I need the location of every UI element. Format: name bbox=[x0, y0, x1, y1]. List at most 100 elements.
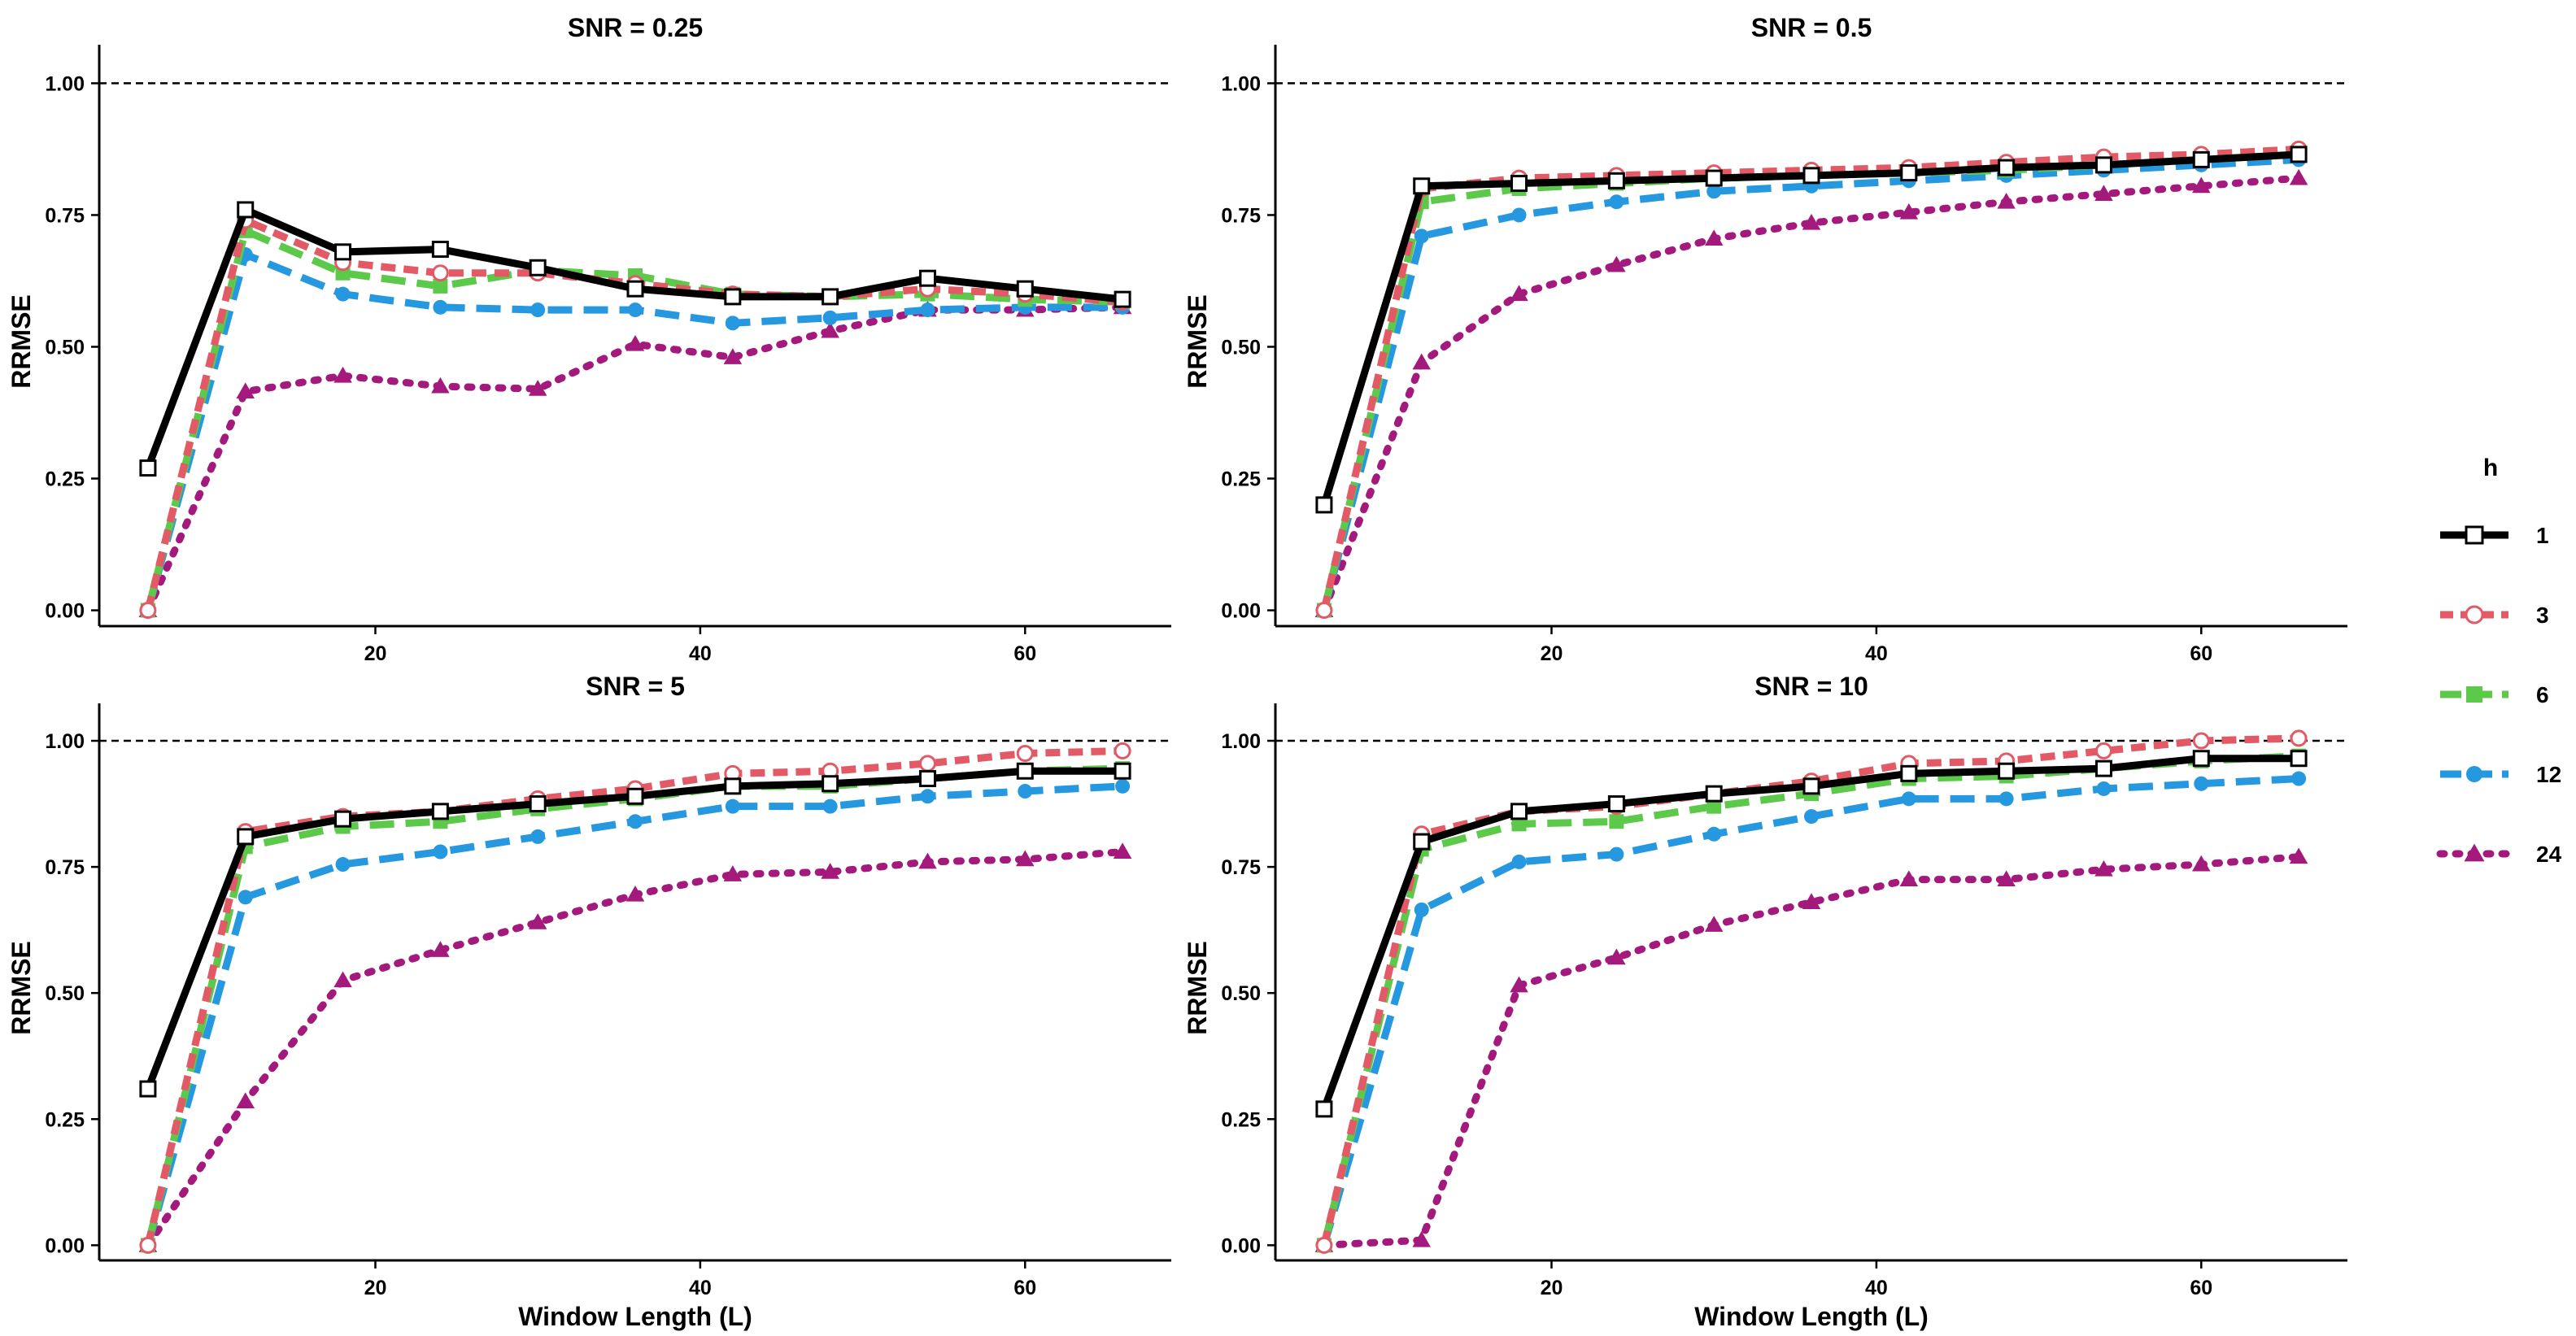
series-h-1 bbox=[1315, 750, 2308, 1118]
data-point bbox=[628, 814, 643, 829]
data-point bbox=[918, 852, 937, 869]
data-point bbox=[2291, 771, 2307, 786]
series-line-h-24 bbox=[1320, 853, 2303, 1249]
y-tick-label: 0.00 bbox=[45, 600, 85, 623]
data-point bbox=[2094, 859, 2113, 877]
y-tick-label: 0.00 bbox=[1221, 1234, 1261, 1257]
series-h-12 bbox=[140, 778, 1131, 1253]
data-point bbox=[1899, 202, 1919, 220]
data-point bbox=[2094, 759, 2112, 777]
data-point bbox=[822, 799, 838, 814]
series-line-h-12 bbox=[144, 782, 1123, 1247]
series-h-12 bbox=[1316, 771, 2307, 1253]
x-tick-label: 20 bbox=[364, 1277, 387, 1299]
y-tick-label: 0.50 bbox=[45, 336, 85, 359]
legend-item-h-6: 6 bbox=[2440, 682, 2549, 707]
data-point bbox=[1609, 194, 1624, 210]
legend-label: 1 bbox=[2536, 523, 2549, 548]
series-h-1 bbox=[139, 201, 1131, 477]
y-tick-label: 0.50 bbox=[1221, 982, 1261, 1005]
data-point bbox=[1802, 893, 1821, 909]
legend-key-marker bbox=[2464, 843, 2485, 862]
data-point bbox=[920, 789, 935, 804]
data-point bbox=[1706, 826, 1722, 842]
data-point bbox=[333, 366, 352, 383]
x-tick-label: 60 bbox=[2190, 642, 2212, 665]
data-point bbox=[1113, 842, 1132, 859]
data-point bbox=[1414, 902, 1429, 917]
data-point bbox=[1114, 762, 1131, 780]
y-tick-label: 0.25 bbox=[1221, 468, 1261, 491]
panel-title: SNR = 5 bbox=[586, 672, 685, 701]
legend-item-h-3: 3 bbox=[2440, 603, 2549, 628]
y-tick-label: 1.00 bbox=[1221, 730, 1261, 753]
data-point bbox=[822, 310, 838, 325]
data-point bbox=[528, 380, 547, 396]
data-point bbox=[918, 770, 936, 788]
legend-key-marker bbox=[2465, 605, 2484, 624]
data-point bbox=[1315, 496, 1333, 514]
legend-item-h-12: 12 bbox=[2440, 762, 2561, 787]
data-point bbox=[725, 316, 740, 331]
series-h-1 bbox=[139, 762, 1131, 1098]
data-point bbox=[918, 755, 936, 772]
data-point bbox=[2192, 732, 2210, 750]
data-point bbox=[725, 799, 740, 814]
x-tick-label: 20 bbox=[1541, 1277, 1563, 1299]
series-h-24 bbox=[1314, 847, 2308, 1252]
data-point bbox=[2096, 781, 2112, 796]
data-point bbox=[1804, 809, 1819, 825]
data-point bbox=[821, 321, 839, 338]
data-point bbox=[1510, 285, 1528, 302]
y-tick-label: 1.00 bbox=[45, 730, 85, 753]
data-point bbox=[2289, 847, 2308, 864]
data-point bbox=[1414, 228, 1429, 244]
data-point bbox=[431, 376, 450, 394]
data-point bbox=[821, 863, 839, 879]
data-point bbox=[918, 269, 936, 287]
data-point bbox=[335, 286, 351, 302]
data-point bbox=[1511, 816, 1527, 832]
data-point bbox=[530, 829, 546, 844]
x-axis-title: Window Length (L) bbox=[518, 1302, 752, 1331]
data-point bbox=[1900, 164, 1918, 182]
data-point bbox=[529, 795, 547, 813]
legend-title: h bbox=[2483, 455, 2498, 481]
data-point bbox=[1802, 167, 1820, 185]
data-point bbox=[626, 280, 644, 298]
data-point bbox=[1900, 764, 1918, 782]
data-point bbox=[1510, 175, 1528, 193]
data-point bbox=[2290, 729, 2308, 747]
data-point bbox=[433, 844, 448, 859]
x-tick-label: 60 bbox=[2190, 1277, 2212, 1299]
data-point bbox=[238, 890, 253, 905]
data-point bbox=[139, 459, 157, 477]
legend-key-marker bbox=[2466, 766, 2482, 782]
series-h-6 bbox=[140, 761, 1131, 1253]
data-point bbox=[1998, 159, 2016, 176]
data-point bbox=[431, 241, 449, 259]
data-point bbox=[1115, 778, 1131, 794]
data-point bbox=[2192, 855, 2211, 872]
series-h-1 bbox=[1315, 146, 2308, 514]
x-tick-label: 40 bbox=[1865, 1277, 1888, 1299]
x-tick-label: 20 bbox=[364, 642, 387, 665]
y-tick-label: 0.25 bbox=[45, 468, 85, 491]
chart-panel-4: SNR = 10 0.00 0.25 0.50 0.75 1.00 20 40 60 RRMSE W… bbox=[1183, 672, 2347, 1331]
y-tick-label: 0.25 bbox=[1221, 1108, 1261, 1131]
x-tick-label: 20 bbox=[1541, 642, 1563, 665]
x-tick-label: 60 bbox=[1013, 1277, 1036, 1299]
data-point bbox=[139, 1080, 157, 1098]
y-axis-title: RRMSE bbox=[7, 294, 36, 389]
panel-title: SNR = 10 bbox=[1754, 672, 1868, 701]
legend-label: 6 bbox=[2536, 682, 2549, 707]
y-axis-title: RRMSE bbox=[7, 941, 36, 1035]
data-point bbox=[625, 334, 645, 351]
y-tick-label: 0.25 bbox=[45, 1108, 85, 1131]
data-point bbox=[2094, 156, 2112, 174]
data-point bbox=[1315, 1236, 1333, 1254]
data-point bbox=[1802, 777, 1820, 795]
data-point bbox=[431, 264, 449, 282]
data-point bbox=[626, 787, 644, 805]
